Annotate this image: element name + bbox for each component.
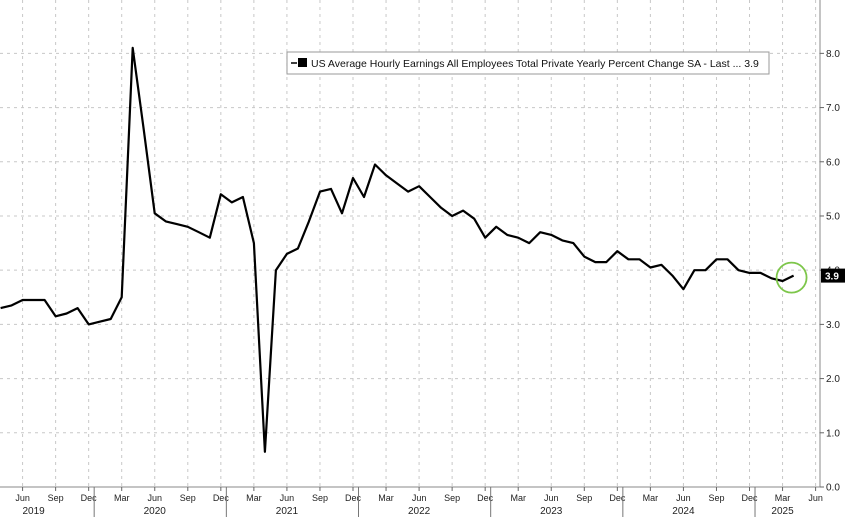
x-tick-label: Dec — [345, 493, 362, 503]
y-tick-label: 3.0 — [826, 320, 840, 331]
x-tick-label: Mar — [246, 493, 262, 503]
year-label: 2019 — [22, 506, 45, 517]
year-label: 2025 — [771, 506, 794, 517]
x-tick-label: Dec — [609, 493, 626, 503]
x-tick-label: Dec — [742, 493, 759, 503]
last-value-badge-text: 3.9 — [825, 272, 839, 283]
x-tick-label: Mar — [378, 493, 394, 503]
year-label: 2020 — [144, 506, 167, 517]
last-point-highlight-circle — [775, 261, 808, 294]
y-tick-label: 1.0 — [826, 428, 840, 439]
x-tick-label: Mar — [114, 493, 130, 503]
x-tick-label: Dec — [81, 493, 98, 503]
legend-series-name: US Average Hourly Earnings All Employees… — [311, 58, 759, 70]
y-tick-label: 5.0 — [826, 211, 840, 222]
x-tick-label: Sep — [180, 493, 196, 503]
x-tick-label: Mar — [510, 493, 526, 503]
y-tick-label: 2.0 — [826, 374, 840, 385]
y-tick-label: 7.0 — [826, 103, 840, 114]
x-axis-ticks: Jun Sep Dec Mar Jun Sep Dec Mar Jun Sep Dec Mar Jun S… — [15, 487, 823, 503]
legend-square-icon — [298, 58, 307, 67]
y-tick-label: 0.0 — [826, 483, 840, 494]
x-tick-label: Jun — [676, 493, 691, 503]
legend-box — [286, 51, 770, 75]
last-value-badge: 3.9 — [821, 268, 845, 283]
x-tick-label: Sep — [444, 493, 460, 503]
x-tick-label: Sep — [312, 493, 328, 503]
x-tick-label: Jun — [412, 493, 427, 503]
x-tick-label: Sep — [48, 493, 64, 503]
year-label: 2024 — [672, 506, 695, 517]
x-tick-label: Dec — [213, 493, 230, 503]
year-label: 2023 — [540, 506, 563, 517]
x-axis-years: 2019 2020 2021 2022 2023 2024 2025 — [22, 487, 794, 517]
x-tick-label: Jun — [808, 493, 823, 503]
x-tick-label: Mar — [775, 493, 791, 503]
x-tick-label: Jun — [147, 493, 162, 503]
x-tick-label: Jun — [15, 493, 30, 503]
x-tick-label: Jun — [544, 493, 559, 503]
x-tick-label: Sep — [576, 493, 592, 503]
x-tick-label: Dec — [477, 493, 494, 503]
series-line-avg-hourly-earnings — [0, 46, 795, 453]
x-tick-label: Mar — [643, 493, 659, 503]
y-tick-label: 6.0 — [826, 157, 840, 168]
x-tick-label: Sep — [708, 493, 724, 503]
y-tick-label: 8.0 — [826, 49, 840, 60]
x-tick-label: Jun — [280, 493, 295, 503]
last-value-badge-bg — [821, 268, 845, 283]
year-label: 2021 — [276, 506, 299, 517]
year-label: 2022 — [408, 506, 431, 517]
legend: US Average Hourly Earnings All Employees… — [286, 51, 770, 75]
